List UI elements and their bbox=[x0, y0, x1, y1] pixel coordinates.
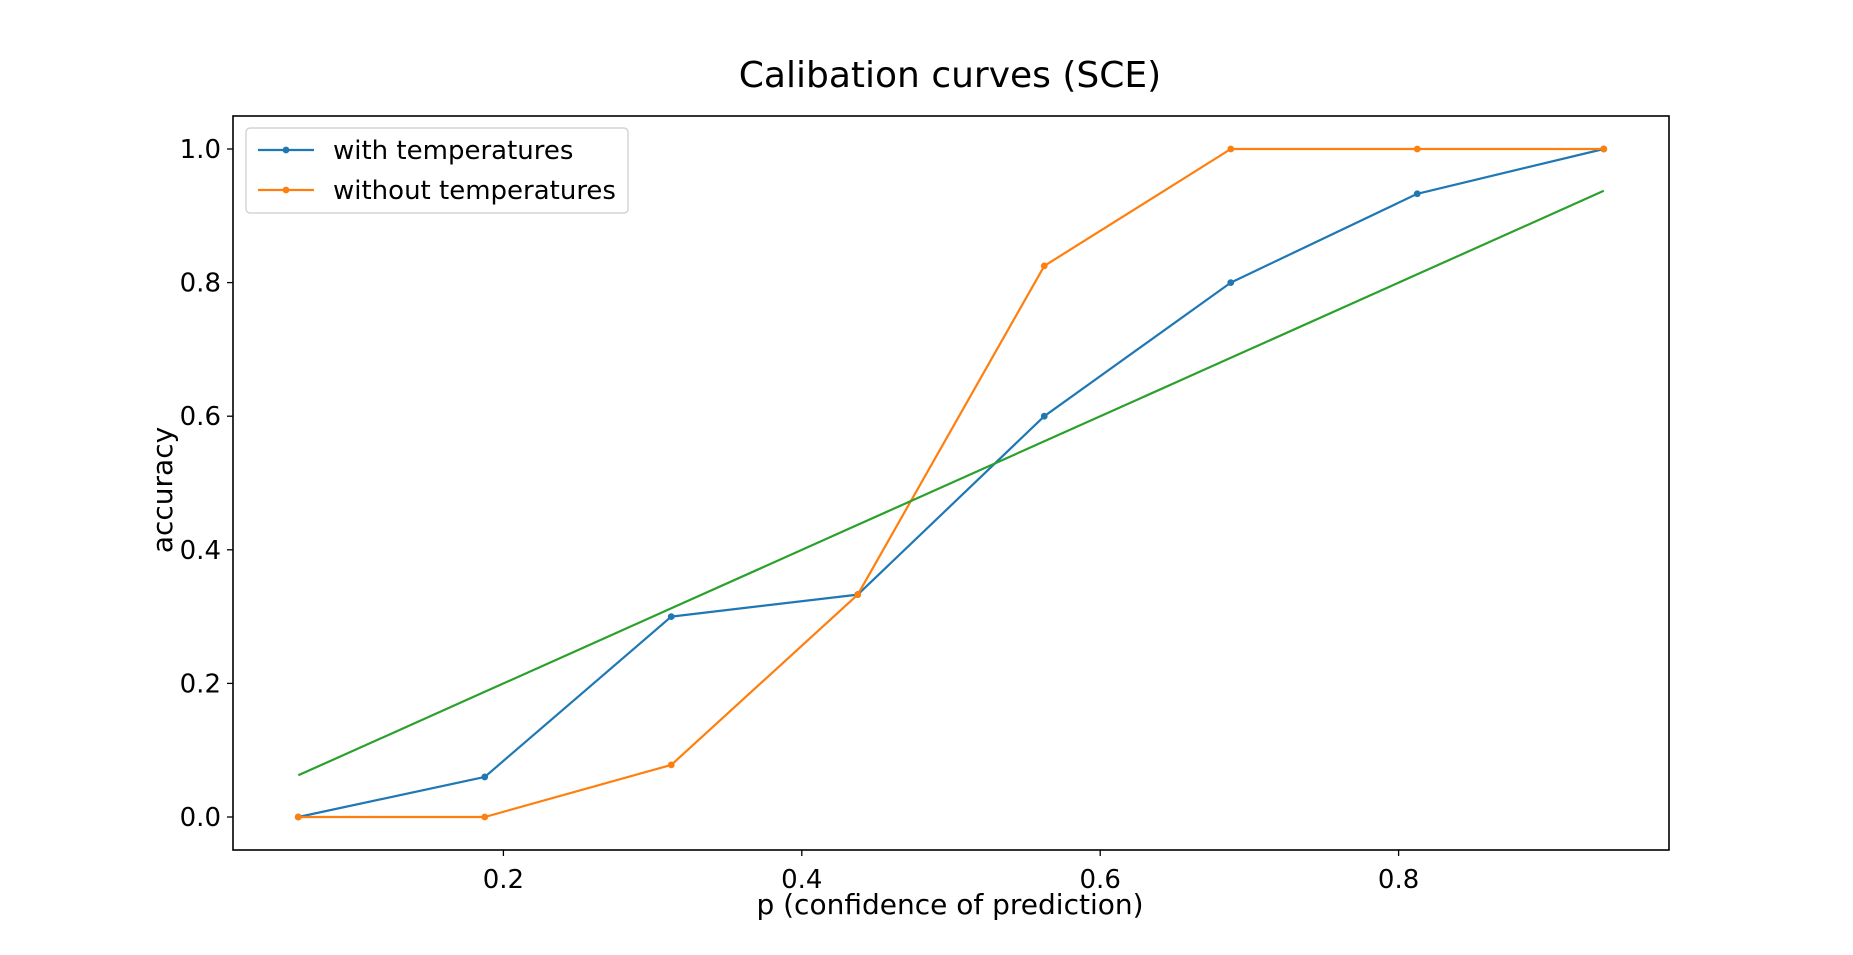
y-tick-label: 0.8 bbox=[180, 269, 221, 299]
series-line-0 bbox=[298, 147, 1605, 819]
x-tick-label: 0.2 bbox=[483, 865, 524, 895]
data-point bbox=[294, 813, 302, 821]
data-point bbox=[1040, 412, 1048, 420]
legend: with temperatures without temperatures bbox=[245, 127, 629, 214]
data-point bbox=[481, 813, 489, 821]
y-tick-label: 0.2 bbox=[180, 669, 221, 699]
data-point bbox=[854, 591, 862, 598]
series-line-1 bbox=[298, 147, 1604, 819]
y-axis-label: accuracy bbox=[146, 427, 179, 553]
data-point bbox=[481, 773, 489, 781]
series-line-2 bbox=[297, 189, 1605, 777]
y-tick-label: 1.0 bbox=[180, 135, 221, 165]
x-tick-label: 0.6 bbox=[1080, 865, 1121, 895]
x-axis: 0.2 0.4 0.6 0.8 bbox=[483, 850, 1419, 895]
legend-box bbox=[245, 127, 629, 214]
x-tick-label: 0.4 bbox=[781, 865, 822, 895]
data-point bbox=[1600, 145, 1608, 153]
data-point bbox=[667, 613, 675, 620]
data-point bbox=[1040, 262, 1048, 270]
axes-frame bbox=[232, 115, 1670, 851]
y-tick-label: 0.4 bbox=[180, 536, 221, 566]
y-tick-label: 0.6 bbox=[180, 402, 221, 432]
x-tick-label: 0.8 bbox=[1378, 865, 1419, 895]
x-axis-label: p (confidence of prediction) bbox=[756, 888, 1143, 921]
plot-area bbox=[294, 145, 1608, 821]
legend-label: with temperatures bbox=[333, 136, 573, 166]
legend-marker bbox=[282, 146, 290, 154]
chart-title: Calibation curves (SCE) bbox=[739, 55, 1161, 96]
y-tick-label: 0.0 bbox=[180, 803, 221, 833]
legend-marker bbox=[282, 186, 290, 194]
data-point bbox=[667, 761, 675, 769]
legend-label: without temperatures bbox=[333, 176, 616, 206]
data-point bbox=[1227, 145, 1235, 153]
data-point bbox=[1413, 190, 1421, 198]
data-point bbox=[1227, 279, 1235, 286]
data-point bbox=[1413, 145, 1421, 153]
y-axis: 0.0 0.2 0.4 0.6 0.8 1.0 bbox=[180, 135, 233, 833]
